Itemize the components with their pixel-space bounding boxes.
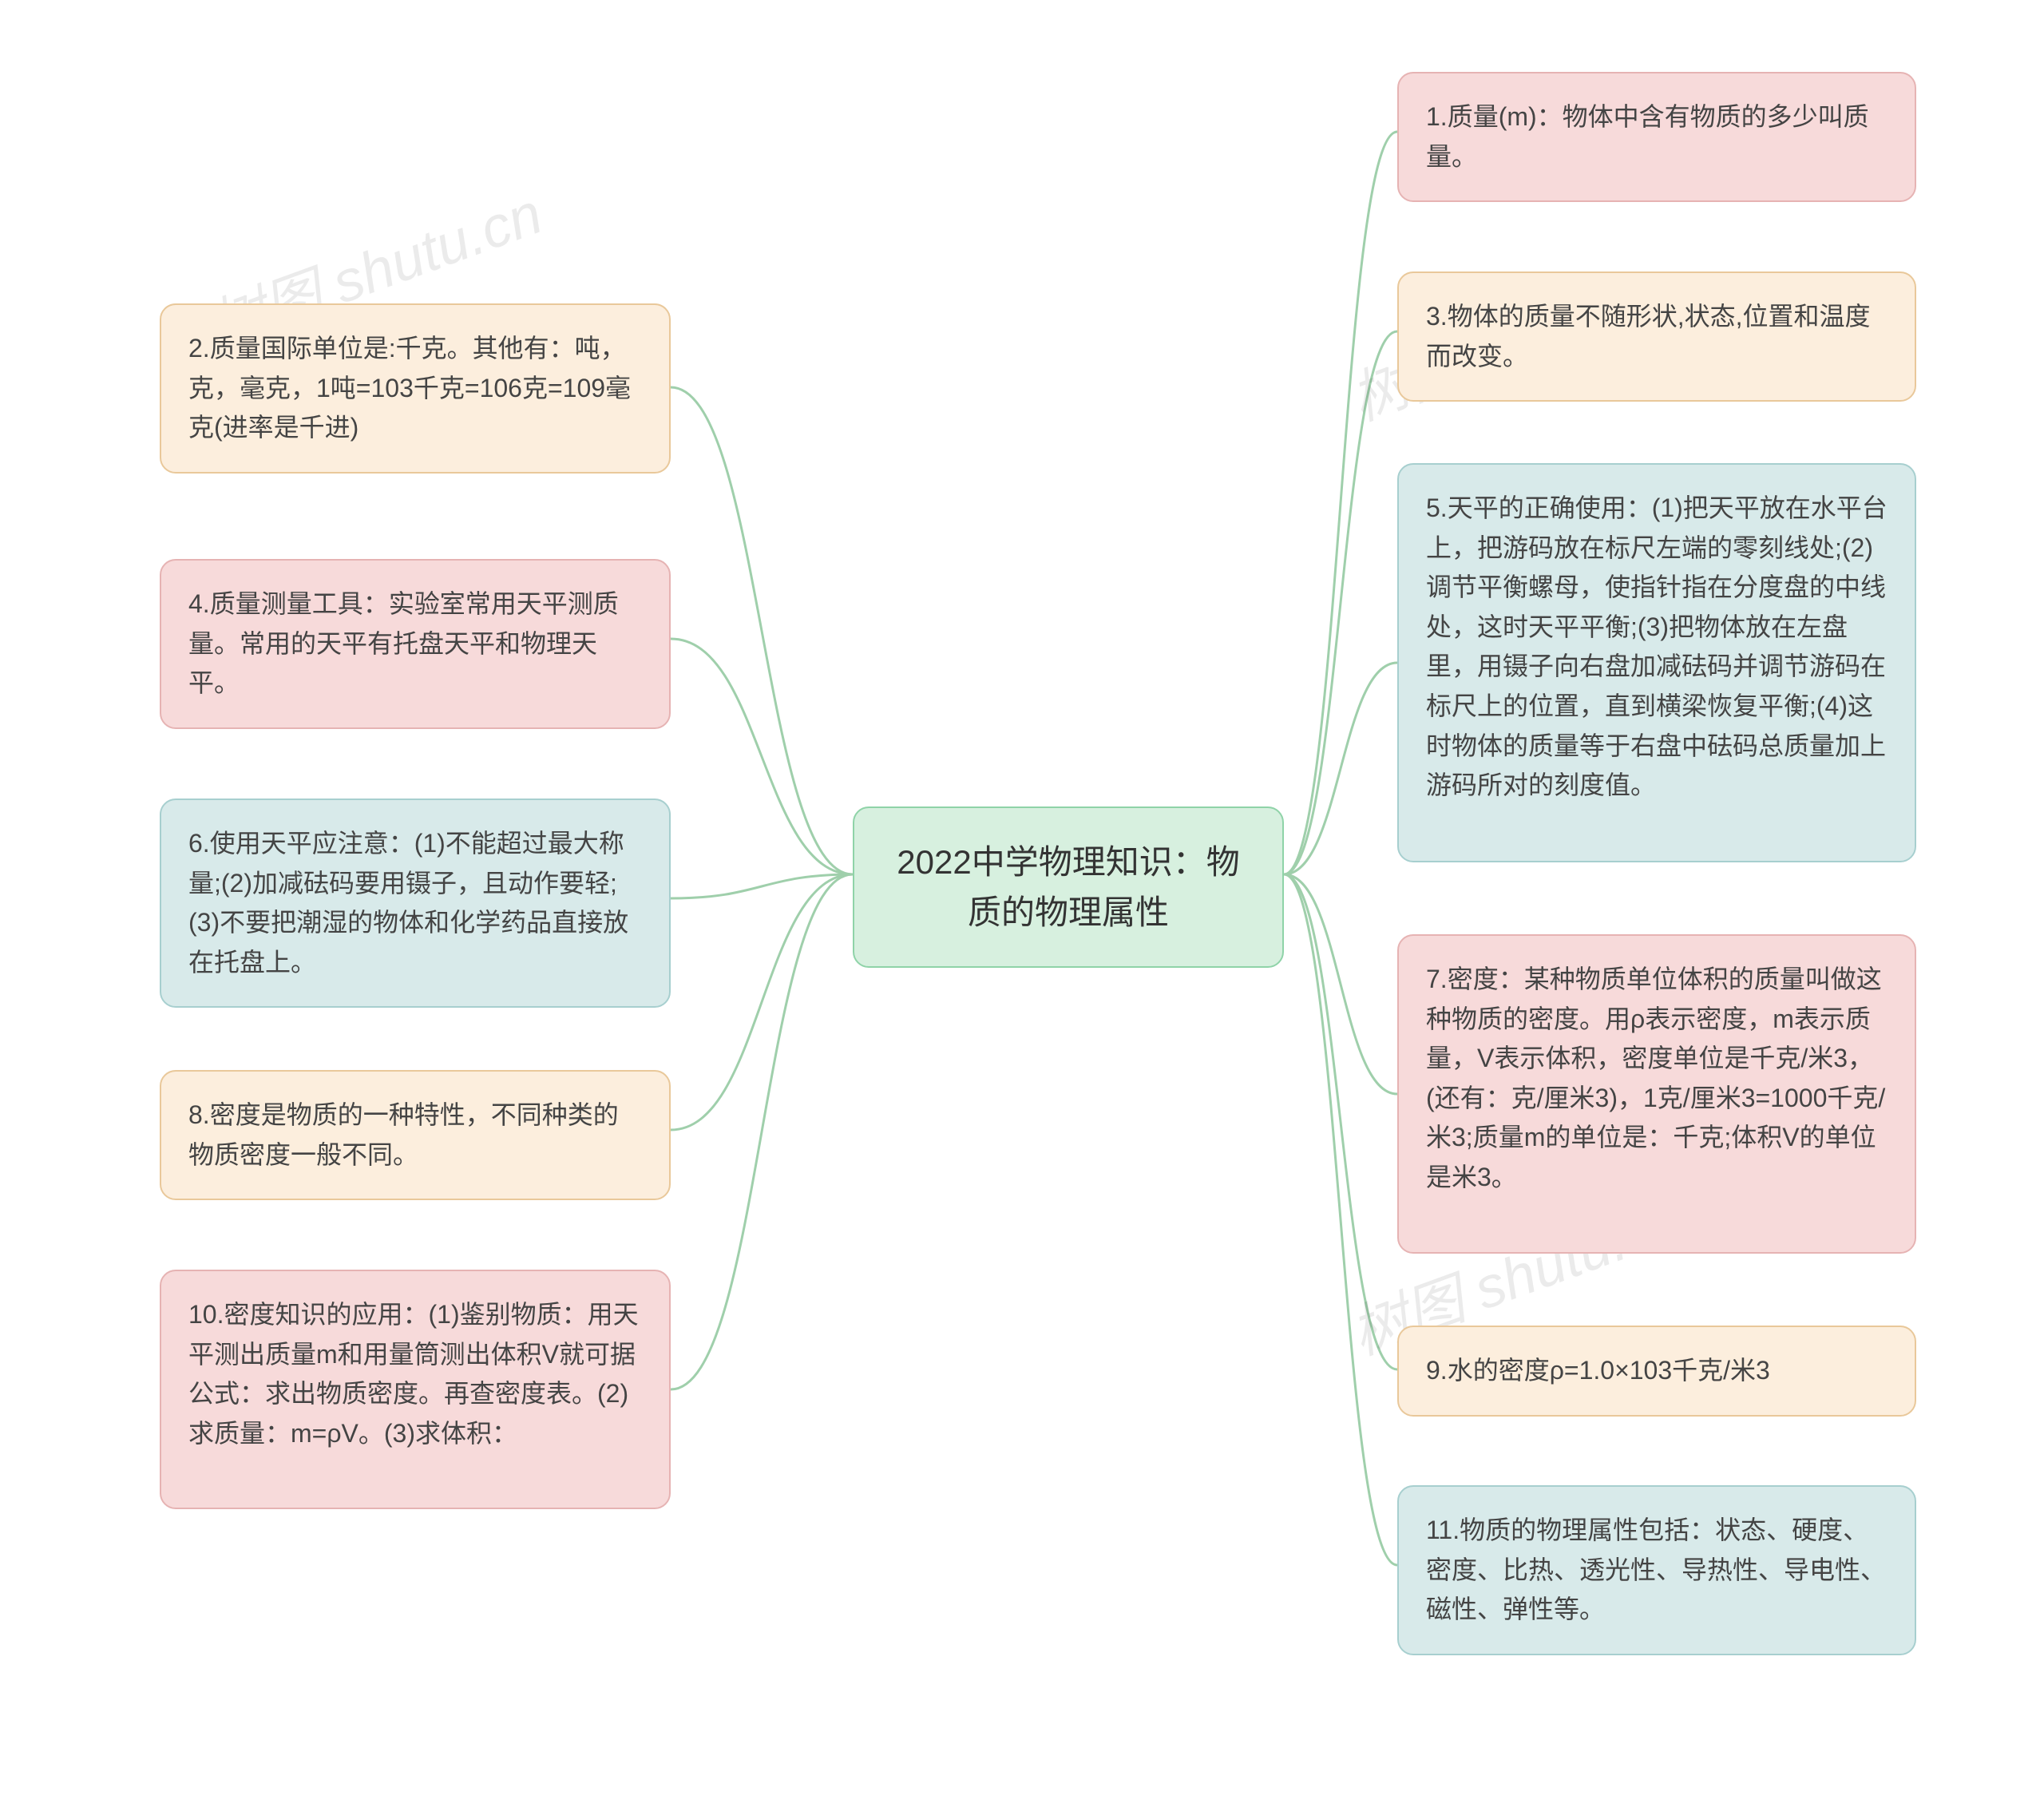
connector [671,874,853,898]
leaf-node-n2: 2.质量国际单位是:千克。其他有：吨，克，毫克，1吨=103千克=106克=10… [160,303,671,474]
connector [671,639,853,874]
leaf-node-n11: 11.物质的物理属性包括：状态、硬度、密度、比热、透光性、导热性、导电性、磁性、… [1397,1485,1916,1655]
connector [671,387,853,874]
leaf-node-n4: 4.质量测量工具：实验室常用天平测质量。常用的天平有托盘天平和物理天平。 [160,559,671,729]
connector [1284,874,1397,1565]
connector [1284,874,1397,1094]
leaf-node-n5: 5.天平的正确使用：(1)把天平放在水平台上，把游码放在标尺左端的零刻线处;(2… [1397,463,1916,862]
leaf-node-n8: 8.密度是物质的一种特性，不同种类的物质密度一般不同。 [160,1070,671,1200]
connector [671,874,853,1389]
connector [1284,663,1397,874]
connector [1284,331,1397,874]
leaf-node-n3: 3.物体的质量不随形状,状态,位置和温度而改变。 [1397,271,1916,402]
leaf-node-n6: 6.使用天平应注意：(1)不能超过最大称量;(2)加减砝码要用镊子，且动作要轻;… [160,799,671,1008]
connector [1284,132,1397,874]
leaf-node-n7: 7.密度：某种物质单位体积的质量叫做这种物质的密度。用ρ表示密度，m表示质量，V… [1397,934,1916,1254]
leaf-node-n10: 10.密度知识的应用：(1)鉴别物质：用天平测出质量m和用量筒测出体积V就可据公… [160,1270,671,1509]
center-node: 2022中学物理知识：物质的物理属性 [853,806,1284,968]
connector [1284,874,1397,1369]
leaf-node-n1: 1.质量(m)：物体中含有物质的多少叫质量。 [1397,72,1916,202]
leaf-node-n9: 9.水的密度ρ=1.0×103千克/米3 [1397,1326,1916,1417]
connector [671,874,853,1130]
